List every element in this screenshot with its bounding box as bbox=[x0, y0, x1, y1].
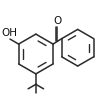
Text: OH: OH bbox=[1, 28, 17, 38]
Text: O: O bbox=[53, 16, 62, 26]
